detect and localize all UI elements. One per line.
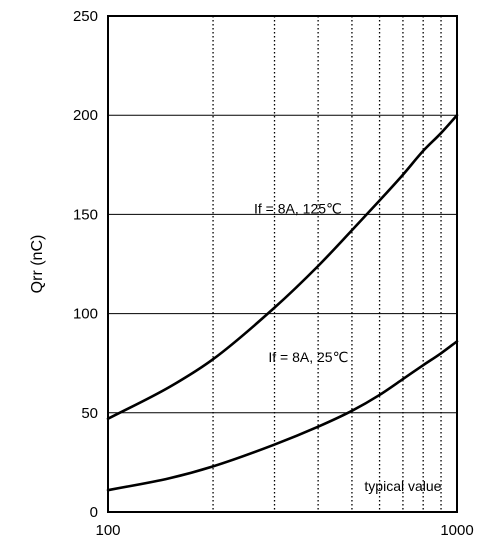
- y-tick-label-250: 250: [73, 8, 98, 25]
- grid-layer: [108, 16, 457, 512]
- y-tick-label-150: 150: [73, 206, 98, 223]
- label-if-8a-25c: If = 8A, 25℃: [268, 349, 348, 365]
- x-tick-label-1000: 1000: [440, 522, 473, 539]
- label-if-8a-125c: If = 8A, 125℃: [254, 200, 342, 216]
- y-tick-label-0: 0: [90, 504, 98, 521]
- y-tick-label-50: 50: [81, 405, 98, 422]
- x-tick-label-100: 100: [95, 522, 120, 539]
- y-tick-label-100: 100: [73, 306, 98, 323]
- series-line-if-8a-125c: [106, 113, 459, 421]
- tick-layer: 0 50 100 150 200 250 100 1000: [73, 8, 474, 539]
- y-tick-label-200: 200: [73, 107, 98, 124]
- label-typical-value: typical value: [364, 478, 441, 494]
- series-line-if-8a-25c: [106, 340, 459, 492]
- y-axis-title: Qrr (nC): [29, 235, 46, 294]
- plot-frame: [107, 15, 458, 513]
- annotation-layer: If = 8A, 125℃ If = 8A, 25℃ typical value: [254, 200, 442, 494]
- series-layer: [106, 113, 459, 492]
